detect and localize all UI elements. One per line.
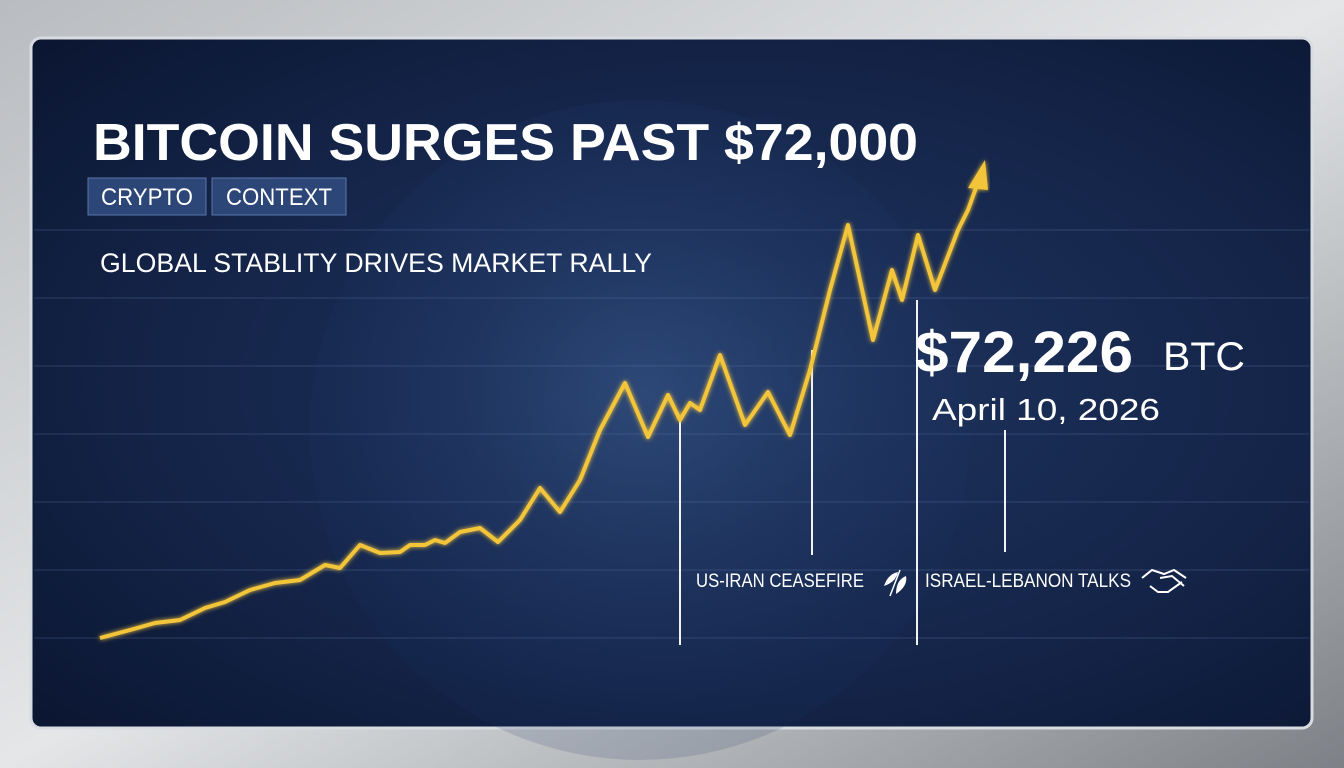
tag-box [87,177,207,216]
subtitle: GLOBAL STABLITY DRIVES MARKET RALLY [100,248,652,278]
globe [310,100,970,760]
date: April 10, 2026 [932,392,1160,427]
tag-box [211,177,347,216]
arrow-head [968,160,988,190]
handshake-icon [1141,568,1187,593]
grid [34,229,1309,639]
price: $72,226 [915,320,1133,385]
leaf-icon [884,569,907,597]
event-label: US-IRAN CEASEFIRE [696,571,864,592]
price-line [99,184,979,640]
title: BITCOIN SURGES PAST $72,000 [93,114,918,172]
tag: CONTEXT [226,184,332,211]
tag: CRYPTO [101,184,193,211]
event-label: ISRAEL-LEBANON TALKS [925,571,1131,592]
event-markers [679,300,1006,645]
ticker: BTC [1163,335,1245,379]
